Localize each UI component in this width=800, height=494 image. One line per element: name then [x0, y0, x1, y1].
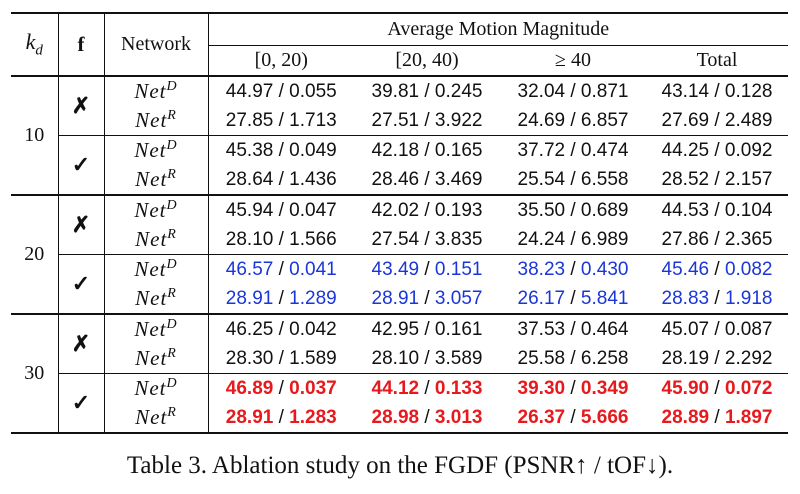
metric-cell: 27.69 / 2.489 — [661, 110, 773, 131]
check-mark-icon: ✓ — [58, 135, 105, 195]
metric-cell: 42.18 / 0.165 — [354, 135, 500, 165]
metric-cell: 37.53 / 0.464 — [517, 319, 629, 340]
kd-header: kd — [11, 13, 59, 77]
metric-cell: 28.91 / 1.289 — [225, 288, 337, 309]
metric-cell: 43.14 / 0.128 — [661, 81, 773, 102]
metric-cell: 28.52 / 2.157 — [661, 169, 773, 190]
metric-cell: 25.58 / 6.258 — [517, 348, 629, 369]
table-row: 20 ✗ NetD 45.94 / 0.047 42.02 / 0.193 35.50 /… — [11, 195, 788, 314]
network-name: NetD — [104, 135, 209, 165]
bin-header: ≥ 40 — [500, 45, 646, 76]
bin-header: [20, 40) — [354, 45, 500, 76]
bin-header-total: Total — [646, 45, 789, 76]
motion-group-header: Average Motion Magnitude — [387, 18, 610, 40]
kd-value: 20 — [11, 195, 59, 314]
metric-cell: 46.89 / 0.037 — [208, 373, 354, 403]
table-row: ✓ NetD 45.38 / 0.049 42.18 / 0.165 37.72 / 0… — [11, 135, 789, 195]
metric-cell: 28.91 / 1.283 — [225, 407, 337, 428]
metric-cell: 35.50 / 0.689 — [517, 200, 629, 221]
metric-cell: 27.85 / 1.713 — [225, 110, 337, 131]
table-row: NetR 28.30 / 1.589 28.10 / 3.589 25.58 / 6.… — [11, 344, 788, 374]
network-name: NetR — [104, 225, 209, 255]
metric-cell: 28.98 / 3.013 — [371, 407, 483, 428]
table-row: NetR 28.91 / 1.289 28.91 / 3.057 26.17 / 5.… — [11, 284, 789, 314]
metric-cell: 44.12 / 0.133 — [354, 373, 500, 403]
network-name: NetR — [104, 403, 209, 433]
kd-value: 30 — [11, 314, 59, 433]
table-row: NetR 28.10 / 1.566 27.54 / 3.835 24.24 / 6.… — [11, 225, 788, 255]
metric-cell: 45.38 / 0.049 — [208, 135, 354, 165]
table-caption: Table 3. Ablation study on the FGDF (PSN… — [126, 452, 674, 479]
cross-mark-icon: ✗ — [58, 314, 105, 374]
table-row: NetR 28.91 / 1.283 28.98 / 3.013 26.37 / 5.… — [11, 403, 789, 433]
kd-value: 10 — [11, 76, 59, 195]
metric-cell: 26.17 / 5.841 — [517, 288, 629, 309]
metric-cell: 28.83 / 1.918 — [661, 288, 773, 309]
table-row: 30 ✗ NetD 46.25 / 0.042 42.95 / 0.161 37.53 /… — [11, 314, 788, 433]
metric-cell: 28.30 / 1.589 — [225, 348, 337, 369]
table-body: 10 ✗ NetD 44.97 / 0.055 39.81 / 0.245 32.04 /… — [11, 76, 789, 433]
metric-cell: 46.25 / 0.042 — [225, 319, 337, 340]
metric-cell: 44.97 / 0.055 — [225, 81, 337, 102]
metric-cell: 27.86 / 2.365 — [661, 229, 773, 250]
metric-cell: 38.23 / 0.430 — [500, 254, 646, 284]
network-name: NetD — [104, 254, 209, 284]
network-header: Network — [104, 13, 209, 77]
f-header: f — [58, 13, 105, 77]
network-name: NetD — [104, 373, 209, 403]
check-mark-icon: ✓ — [58, 373, 105, 433]
metric-cell: 44.53 / 0.104 — [661, 200, 773, 221]
metric-cell: 39.81 / 0.245 — [371, 81, 483, 102]
cross-mark-icon: ✗ — [58, 76, 105, 136]
metric-cell: 45.90 / 0.072 — [646, 373, 789, 403]
metric-cell: 28.19 / 2.292 — [661, 348, 773, 369]
table-row: ✓ NetD 46.57 / 0.041 43.49 / 0.151 38.23 / 0… — [11, 254, 789, 314]
cross-mark-icon: ✗ — [58, 195, 105, 255]
network-name: NetR — [104, 106, 209, 136]
table-row: ✓ NetD 46.89 / 0.037 44.12 / 0.133 39.30 / 0… — [11, 373, 789, 433]
metric-cell: 26.37 / 5.666 — [517, 407, 629, 428]
metric-cell: 42.02 / 0.193 — [371, 200, 483, 221]
metric-cell: 27.51 / 3.922 — [371, 110, 483, 131]
metric-cell: 28.91 / 3.057 — [371, 288, 483, 309]
metric-cell: 28.46 / 3.469 — [371, 169, 483, 190]
network-name: NetD — [104, 76, 209, 106]
table-header: kd f Network Average Motion Magnitude [0… — [11, 13, 789, 77]
metric-cell: 39.30 / 0.349 — [500, 373, 646, 403]
metric-cell: 45.07 / 0.087 — [661, 319, 773, 340]
table-row: NetR 28.64 / 1.436 28.46 / 3.469 25.54 / 6.… — [11, 165, 789, 195]
metric-cell: 46.57 / 0.041 — [208, 254, 354, 284]
metric-cell: 28.10 / 1.566 — [225, 229, 337, 250]
bin-header: [0, 20) — [208, 45, 354, 76]
metric-cell: 28.64 / 1.436 — [225, 169, 337, 190]
metric-cell: 37.72 / 0.474 — [500, 135, 646, 165]
network-name: NetD — [104, 195, 209, 225]
metric-cell: 45.46 / 0.082 — [646, 254, 789, 284]
table-row: NetR 27.85 / 1.713 27.51 / 3.922 24.69 / 6.… — [11, 106, 788, 136]
metric-cell: 45.94 / 0.047 — [225, 200, 337, 221]
metric-cell: 24.24 / 6.989 — [517, 229, 629, 250]
ablation-table: kd f Network Average Motion Magnitude [0… — [11, 12, 789, 434]
metric-cell: 28.10 / 3.589 — [371, 348, 483, 369]
metric-cell: 28.89 / 1.897 — [661, 407, 773, 428]
network-name: NetR — [104, 165, 209, 195]
metric-cell: 25.54 / 6.558 — [517, 169, 629, 190]
network-name: NetR — [104, 284, 209, 314]
metric-cell: 44.25 / 0.092 — [646, 135, 789, 165]
metric-cell: 32.04 / 0.871 — [517, 81, 629, 102]
metric-cell: 24.69 / 6.857 — [517, 110, 629, 131]
metric-cell: 43.49 / 0.151 — [354, 254, 500, 284]
table-row: 10 ✗ NetD 44.97 / 0.055 39.81 / 0.245 32.04 /… — [11, 76, 788, 195]
metric-cell: 27.54 / 3.835 — [371, 229, 483, 250]
network-name: NetD — [104, 314, 209, 344]
metric-cell: 42.95 / 0.161 — [371, 319, 483, 340]
network-name: NetR — [104, 344, 209, 374]
check-mark-icon: ✓ — [58, 254, 105, 314]
